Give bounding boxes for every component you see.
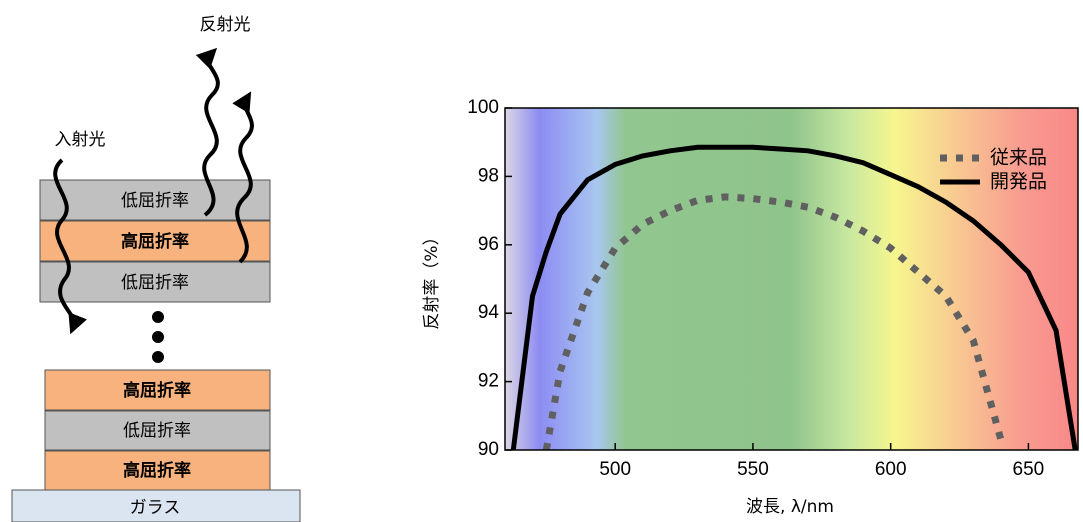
layer [44, 410, 271, 451]
y-axis-label: 反射率（%） [422, 228, 442, 329]
layer-label: 低屈折率 [121, 273, 189, 293]
layer [39, 220, 271, 262]
ellipsis-dot [152, 311, 164, 323]
x-axis-label: 波長, λ/nm [746, 497, 834, 517]
x-tick-label: 650 [1013, 459, 1045, 480]
y-tick-label: 96 [478, 234, 499, 255]
incident-label: 入射光 [55, 130, 106, 150]
layer-diagram: 低屈折率 高屈折率 低屈折率 高屈折率 低屈折率 高屈折率 ガラス 入射光 反射… [11, 15, 301, 522]
incident-arrow [53, 158, 87, 335]
ellipsis-dot [152, 351, 164, 363]
layer [44, 450, 271, 491]
x-tick-label: 600 [875, 459, 907, 480]
ellipsis-dot [152, 331, 164, 343]
y-tick-label: 100 [467, 97, 499, 118]
x-tick-label: 500 [599, 459, 631, 480]
layer-label: 低屈折率 [123, 421, 191, 441]
plot-background [505, 108, 1078, 450]
y-tick-label: 94 [478, 302, 500, 323]
layer [39, 261, 271, 303]
layer-label: 低屈折率 [121, 191, 189, 211]
layer [44, 369, 271, 411]
series-line [510, 144, 1078, 451]
layer-label: 高屈折率 [123, 460, 191, 481]
y-tick-label: 98 [478, 165, 499, 186]
reflected-arrow [195, 47, 220, 217]
layer [39, 179, 271, 221]
y-tick-label: 90 [478, 439, 499, 460]
layer-label: 高屈折率 [123, 380, 191, 401]
layer-label: 高屈折率 [121, 231, 189, 252]
plot-frame [504, 107, 1079, 451]
y-tick-label: 92 [478, 371, 499, 392]
reflected-arrow [232, 91, 254, 264]
substrate-label: ガラス [130, 498, 181, 518]
legend-label: 従来品 [990, 147, 1047, 169]
substrate [11, 489, 301, 522]
x-tick-label: 550 [737, 459, 769, 480]
reflected-label: 反射光 [200, 15, 251, 35]
legend-label: 開発品 [990, 171, 1047, 193]
